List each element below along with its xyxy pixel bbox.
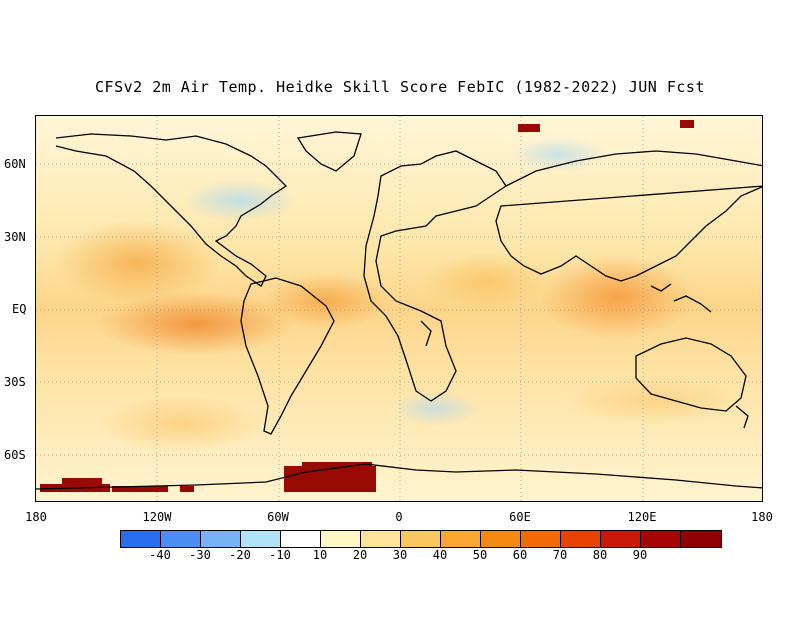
colorbar-tick-label: 30 <box>392 548 408 562</box>
colorbar-tick-label: -40 <box>149 548 171 562</box>
colorbar-swatch <box>281 531 321 547</box>
lon-label-120w: 120W <box>142 510 172 524</box>
colorbar-tick-label: 40 <box>432 548 448 562</box>
lat-label-30n: 30N <box>4 230 26 244</box>
colorbar-swatch <box>201 531 241 547</box>
high-skill-regions <box>40 120 694 492</box>
lon-label-60e: 60E <box>509 510 531 524</box>
skill-score-map <box>35 115 763 502</box>
colorbar-swatch <box>521 531 561 547</box>
colorbar-swatch <box>321 531 361 547</box>
lon-label-60w: 60W <box>267 510 289 524</box>
colorbar-tick-label: -10 <box>269 548 291 562</box>
colorbar-tick-label: 80 <box>592 548 608 562</box>
lon-label-180w: 180 <box>25 510 47 524</box>
colorbar <box>120 530 722 548</box>
colorbar-tick-label: 90 <box>632 548 648 562</box>
colorbar-swatch <box>561 531 601 547</box>
colorbar-tick-label: 20 <box>352 548 368 562</box>
lat-label-60n: 60N <box>4 157 26 171</box>
coastline-paths <box>36 131 762 490</box>
colorbar-swatch <box>161 531 201 547</box>
colorbar-swatch <box>401 531 441 547</box>
colorbar-swatch <box>121 531 161 547</box>
colorbar-tick-label: 50 <box>472 548 488 562</box>
colorbar-tick-label: 70 <box>552 548 568 562</box>
lon-label-120e: 120E <box>627 510 657 524</box>
coastlines <box>36 116 762 501</box>
lat-label-60s: 60S <box>4 448 26 462</box>
colorbar-swatch <box>641 531 681 547</box>
lat-label-eq: EQ <box>12 302 27 316</box>
map-title: CFSv2 2m Air Temp. Heidke Skill Score Fe… <box>95 78 705 96</box>
colorbar-swatch <box>601 531 641 547</box>
colorbar-swatch <box>481 531 521 547</box>
colorbar-tick-label: -30 <box>189 548 211 562</box>
colorbar-swatch <box>441 531 481 547</box>
colorbar-tick-label: -20 <box>229 548 251 562</box>
colorbar-tick-label: 10 <box>312 548 328 562</box>
lon-label-180e: 180 <box>751 510 773 524</box>
colorbar-swatch <box>361 531 401 547</box>
lat-label-30s: 30S <box>4 375 26 389</box>
colorbar-tick-label: 60 <box>512 548 528 562</box>
colorbar-swatch <box>241 531 281 547</box>
graticule <box>36 116 762 501</box>
lon-label-0: 0 <box>395 510 403 524</box>
colorbar-swatch <box>681 531 721 547</box>
